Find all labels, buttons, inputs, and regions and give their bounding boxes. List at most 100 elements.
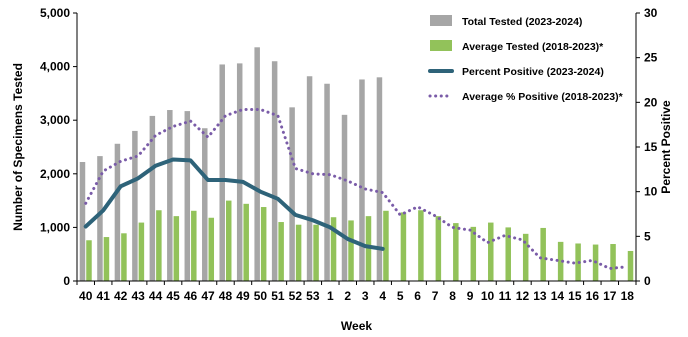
- bar-total-tested: [132, 130, 138, 281]
- x-tick-label: 12: [516, 289, 530, 303]
- bar-average-tested: [191, 210, 197, 281]
- x-tick-label: 6: [414, 289, 421, 303]
- y2-tick-label: 0: [644, 274, 651, 288]
- bar-average-tested: [610, 244, 616, 281]
- bar-average-tested: [313, 224, 319, 281]
- y-tick-label: 1,000: [40, 220, 70, 234]
- x-tick-label: 47: [201, 289, 215, 303]
- bar-total-tested: [271, 61, 278, 281]
- x-tick-label: 48: [219, 289, 233, 303]
- x-tick-label: 11: [499, 289, 512, 303]
- y2-tick-label: 5: [644, 229, 651, 243]
- bar-average-tested: [138, 222, 145, 281]
- x-tick-label: 10: [481, 289, 495, 303]
- x-tick-label: 42: [114, 289, 128, 303]
- bar-average-tested: [173, 216, 180, 281]
- bar-average-tested: [243, 203, 249, 281]
- x-tick-label: 3: [362, 289, 369, 303]
- x-tick-label: 46: [184, 289, 198, 303]
- bar-total-tested: [324, 83, 330, 281]
- x-tick-label: 45: [166, 289, 180, 303]
- y-tick-label: 0: [63, 274, 70, 288]
- x-tick-label: 14: [551, 289, 565, 303]
- x-tick-label: 16: [586, 289, 600, 303]
- bar-total-tested: [79, 162, 86, 281]
- x-tick-label: 17: [603, 289, 617, 303]
- bar-average-tested: [453, 223, 459, 281]
- bar-total-tested: [184, 111, 191, 281]
- x-tick-label: 8: [449, 289, 456, 303]
- x-tick-label: 15: [568, 289, 582, 303]
- bar-average-tested: [435, 216, 442, 281]
- legend-swatch: [430, 40, 452, 51]
- x-tick-label: 13: [533, 289, 547, 303]
- y-tick-label: 5,000: [40, 6, 70, 20]
- bar-total-tested: [359, 79, 365, 282]
- x-axis-title: Week: [341, 319, 372, 333]
- bar-average-tested: [540, 227, 546, 281]
- bar-average-tested: [225, 200, 232, 281]
- line-percent-positive: [83, 157, 385, 251]
- bar-total-tested: [376, 77, 383, 281]
- bar-total-tested: [202, 128, 208, 281]
- x-tick-label: 53: [306, 289, 320, 303]
- bar-average-tested: [383, 210, 389, 281]
- bar-average-tested: [121, 233, 127, 281]
- y-tick-label: 2,000: [40, 167, 70, 181]
- y2-axis-title: Percent Positive: [659, 100, 673, 194]
- x-tick-label: 4: [379, 289, 386, 303]
- bar-average-tested: [156, 210, 162, 281]
- legend-label: Average % Positive (2018-2023)*: [462, 91, 624, 103]
- bar-total-tested: [236, 63, 243, 281]
- bar-average-tested: [488, 222, 494, 281]
- bar-average-tested: [348, 220, 354, 281]
- y2-tick-label: 30: [644, 6, 658, 20]
- bar-average-tested: [86, 240, 92, 281]
- y2-tick-label: 20: [644, 95, 658, 109]
- line-average-percent-positive: [84, 107, 629, 270]
- y2-tick-label: 10: [644, 185, 658, 199]
- y2-tick-label: 25: [644, 51, 658, 65]
- legend-label: Average Tested (2018-2023)*: [462, 41, 604, 53]
- bar-average-tested: [400, 212, 407, 281]
- bar-average-tested: [103, 237, 110, 281]
- y-axis-title: Number of Specimens Tested: [11, 63, 25, 231]
- bar-average-tested: [557, 241, 564, 281]
- x-tick-label: 5: [397, 289, 404, 303]
- bar-average-tested: [295, 224, 302, 281]
- x-tick-label: 41: [97, 289, 111, 303]
- x-tick-label: 2: [344, 289, 351, 303]
- x-tick-label: 9: [467, 289, 474, 303]
- x-tick-label: 52: [289, 289, 303, 303]
- y-tick-label: 3,000: [40, 113, 70, 127]
- bar-average-tested: [470, 226, 477, 281]
- x-tick-label: 40: [79, 289, 93, 303]
- bar-average-tested: [208, 217, 215, 281]
- bar-total-tested: [97, 156, 103, 281]
- legend-swatch: [430, 15, 452, 26]
- x-tick-label: 44: [149, 289, 163, 303]
- bar-total-tested: [219, 64, 225, 282]
- bar-average-tested: [278, 222, 284, 281]
- bar-average-tested: [627, 250, 634, 281]
- x-tick-label: 49: [236, 289, 250, 303]
- y2-tick-label: 15: [644, 140, 658, 154]
- bar-average-tested: [522, 233, 529, 281]
- x-tick-label: 51: [271, 289, 285, 303]
- legend-label: Total Tested (2023-2024): [462, 16, 582, 28]
- x-tick-label: 7: [432, 289, 439, 303]
- bar-average-tested: [330, 217, 337, 281]
- legend-label: Percent Positive (2023-2024): [462, 66, 604, 78]
- y-tick-label: 4,000: [40, 60, 70, 74]
- bar-average-tested: [505, 227, 511, 281]
- x-tick-label: 50: [254, 289, 268, 303]
- bar-total-tested: [149, 115, 156, 281]
- x-tick-label: 43: [131, 289, 145, 303]
- x-tick-label: 1: [327, 289, 334, 303]
- bar-average-tested: [260, 207, 267, 281]
- bar-total-tested: [289, 107, 295, 281]
- bar-total-tested: [341, 114, 348, 281]
- bar-total-tested: [114, 143, 121, 281]
- bar-total-tested: [254, 47, 260, 281]
